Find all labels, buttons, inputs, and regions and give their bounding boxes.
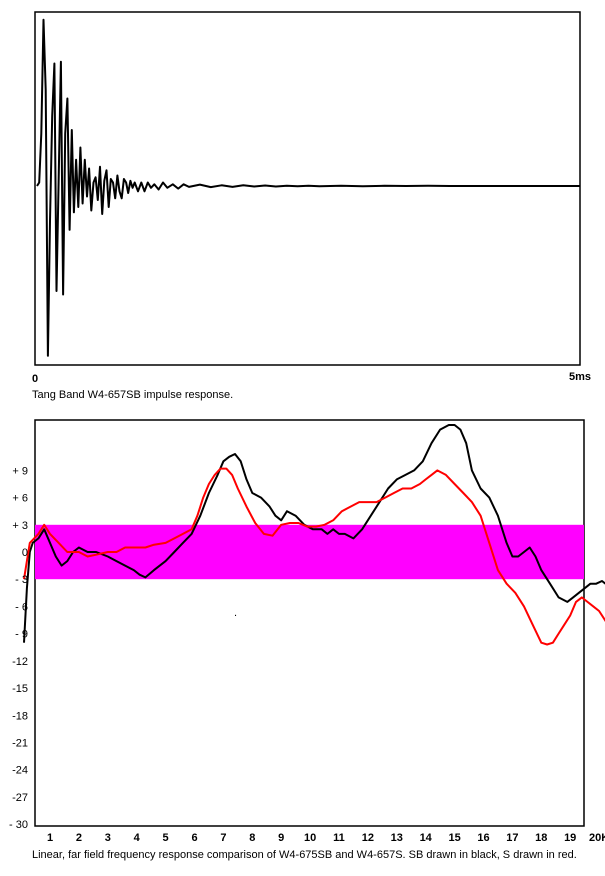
y-tick-label: - 3 — [15, 574, 28, 586]
y-tick-label: -27 — [12, 792, 28, 804]
x-tick-label: 1 — [47, 832, 53, 844]
x-tick-label: 9 — [278, 832, 284, 844]
x-tick-label: 20K — [589, 832, 605, 844]
stray-dot: . — [234, 607, 237, 619]
frequency-caption: Linear, far field frequency response com… — [32, 849, 577, 861]
frequency-plot-frame — [34, 419, 585, 827]
y-tick-label: + 9 — [12, 465, 28, 477]
x-tick-label: 8 — [249, 832, 255, 844]
impulse-x-tick-5ms: 5ms — [569, 371, 591, 383]
impulse-chart: 0 5ms — [32, 11, 591, 385]
frequency-marks — [23, 424, 605, 646]
x-tick-label: 15 — [448, 832, 460, 844]
y-tick-label: + 3 — [12, 520, 28, 532]
y-tick-label: - 6 — [15, 601, 28, 613]
x-tick-label: 18 — [535, 832, 547, 844]
impulse-plot-frame — [34, 11, 581, 366]
x-tick-label: 19 — [564, 832, 576, 844]
x-tick-label: 14 — [420, 832, 433, 844]
y-tick-label: 0 — [22, 547, 28, 559]
frequency-chart: + 9 + 6 + 3 0 - 3 - 6 - 9 -12 -15 -18 -21 -24 -27 - 3… — [9, 419, 605, 844]
impulse-marks — [36, 18, 580, 357]
x-tick-label: 13 — [391, 832, 403, 844]
x-tick-label: 3 — [105, 832, 111, 844]
frequency-x-ticks: 1234567891011121314151617181920K — [47, 832, 605, 844]
impulse-caption: Tang Band W4-657SB impulse response. — [32, 389, 234, 401]
x-tick-label: 4 — [134, 832, 141, 844]
y-tick-label: + 6 — [12, 493, 28, 505]
x-tick-label: 2 — [76, 832, 82, 844]
x-tick-label: 16 — [477, 832, 489, 844]
y-tick-label: -21 — [12, 738, 28, 750]
x-tick-label: 6 — [191, 832, 197, 844]
x-tick-label: 12 — [362, 832, 374, 844]
impulse-series-line — [36, 18, 580, 357]
x-tick-label: 11 — [333, 832, 345, 844]
x-tick-label: 5 — [163, 832, 169, 844]
y-tick-label: - 30 — [9, 819, 28, 831]
x-tick-label: 7 — [220, 832, 226, 844]
series-line-s-red — [23, 467, 605, 646]
series-line-sb-black — [23, 424, 605, 643]
y-tick-label: -24 — [12, 765, 28, 777]
x-tick-label: 17 — [506, 832, 518, 844]
y-tick-label: -18 — [12, 710, 28, 722]
frequency-y-ticks: + 9 + 6 + 3 0 - 3 - 6 - 9 -12 -15 -18 -21 -24 -27 - 3… — [9, 465, 28, 831]
y-tick-label: -15 — [12, 683, 28, 695]
x-tick-label: 10 — [304, 832, 316, 844]
y-tick-label: -12 — [12, 656, 28, 668]
impulse-x-tick-0: 0 — [32, 373, 38, 385]
y-tick-label: - 9 — [15, 629, 28, 641]
